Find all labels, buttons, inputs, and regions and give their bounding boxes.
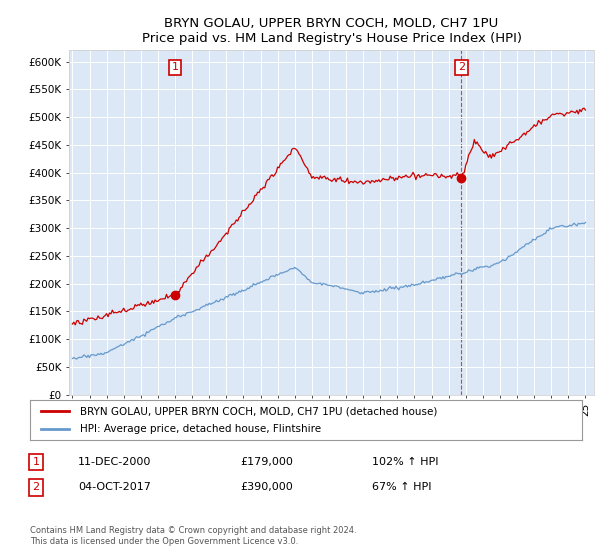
Text: HPI: Average price, detached house, Flintshire: HPI: Average price, detached house, Flin… [80, 423, 321, 433]
Title: BRYN GOLAU, UPPER BRYN COCH, MOLD, CH7 1PU
Price paid vs. HM Land Registry's Hou: BRYN GOLAU, UPPER BRYN COCH, MOLD, CH7 1… [142, 17, 521, 45]
Text: 1: 1 [32, 457, 40, 467]
Text: 2: 2 [458, 63, 465, 72]
Text: 2: 2 [32, 482, 40, 492]
Text: 67% ↑ HPI: 67% ↑ HPI [372, 482, 431, 492]
Text: BRYN GOLAU, UPPER BRYN COCH, MOLD, CH7 1PU (detached house): BRYN GOLAU, UPPER BRYN COCH, MOLD, CH7 1… [80, 407, 437, 417]
Text: 1: 1 [172, 63, 179, 72]
Text: 04-OCT-2017: 04-OCT-2017 [78, 482, 151, 492]
Text: £390,000: £390,000 [240, 482, 293, 492]
Text: Contains HM Land Registry data © Crown copyright and database right 2024.
This d: Contains HM Land Registry data © Crown c… [30, 526, 356, 546]
Text: 11-DEC-2000: 11-DEC-2000 [78, 457, 151, 467]
Text: 102% ↑ HPI: 102% ↑ HPI [372, 457, 439, 467]
Text: £179,000: £179,000 [240, 457, 293, 467]
